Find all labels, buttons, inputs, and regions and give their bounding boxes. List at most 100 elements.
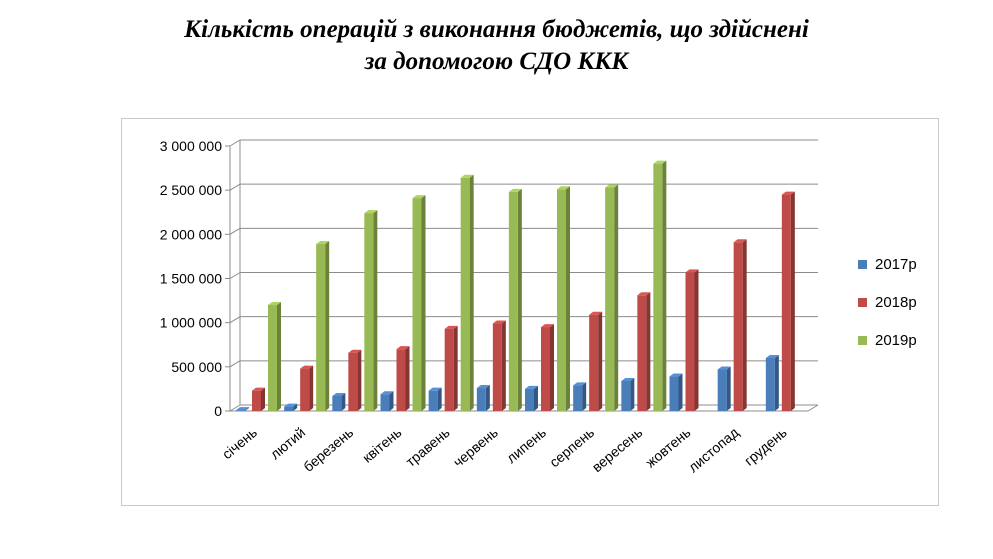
bar-side <box>389 391 394 411</box>
x-tick-label: червень <box>450 424 501 470</box>
bar-top <box>733 239 747 243</box>
bar <box>573 385 583 411</box>
bar <box>669 376 679 411</box>
y-tick-label: 2 500 000 <box>160 182 222 198</box>
chart-title-line2: за допомогою СДО ККК <box>364 48 629 75</box>
bar <box>525 388 534 411</box>
bar-top <box>781 191 795 195</box>
gridline-depth <box>229 272 241 279</box>
legend-label-2017: 2017р <box>875 255 917 273</box>
x-tick-label: березень <box>300 424 356 475</box>
y-tick-label: 500 000 <box>171 359 222 375</box>
bar-side <box>421 195 426 411</box>
bar-top <box>637 292 651 296</box>
bar <box>781 194 791 411</box>
gridline-depth <box>229 183 241 191</box>
bar-top <box>460 174 474 178</box>
bar-side <box>501 320 506 411</box>
x-tick-label: лютий <box>267 424 308 462</box>
bar-top <box>492 320 506 324</box>
bar-side <box>566 186 570 411</box>
bar-side <box>662 160 667 411</box>
bar-top <box>717 366 731 370</box>
bar <box>653 163 663 411</box>
bar-side <box>293 403 298 411</box>
bar <box>621 380 631 411</box>
bar-top <box>444 325 458 329</box>
bar <box>733 242 743 411</box>
bar-side <box>598 311 603 411</box>
bar-top <box>573 382 587 386</box>
bar-top <box>284 403 298 407</box>
bar-side <box>742 239 747 411</box>
chart-title-line1: Кількість операцій з виконання бюджетів,… <box>184 16 809 43</box>
bar-top <box>621 377 635 381</box>
bar-top <box>300 365 314 369</box>
bar-side <box>582 382 587 411</box>
bar-side <box>357 349 362 411</box>
y-tick-label: 1 500 000 <box>160 271 222 287</box>
legend-swatch-2019 <box>858 335 867 345</box>
x-tick-label: липень <box>503 424 549 466</box>
legend-swatch-2017 <box>858 259 867 269</box>
bar-top <box>236 407 249 411</box>
bar-top <box>605 184 619 188</box>
chart-title: Кількість операцій з виконання бюджетів,… <box>0 14 993 78</box>
bar-side <box>646 292 651 411</box>
x-tick-label: листопад <box>685 424 742 475</box>
bar <box>364 213 374 411</box>
bar <box>460 177 470 411</box>
bar <box>685 272 695 411</box>
bar-top <box>669 373 683 377</box>
bar-side <box>534 385 538 411</box>
x-tick-label: вересень <box>589 424 646 475</box>
y-tick-label: 0 <box>214 403 222 419</box>
bar-side <box>726 366 731 411</box>
bar-side <box>405 346 410 411</box>
bar-side <box>630 377 635 411</box>
bar <box>444 328 454 411</box>
gridline-depth <box>229 316 241 324</box>
bar-side <box>614 184 619 411</box>
bar <box>348 352 358 411</box>
bar-top <box>252 387 265 391</box>
legend-label-2019: 2019р <box>875 331 917 349</box>
bar <box>605 187 615 411</box>
bar-top <box>412 195 426 199</box>
bar <box>268 305 277 411</box>
bar-side <box>694 269 699 411</box>
bar-top <box>541 324 554 328</box>
bar <box>428 390 438 411</box>
bar-side <box>309 365 314 411</box>
bar-top <box>332 392 346 396</box>
bar-side <box>277 302 281 411</box>
bar-side <box>261 387 265 411</box>
gridline-depth <box>229 227 241 235</box>
bar-top <box>525 385 538 389</box>
bar <box>332 395 342 411</box>
bar-side <box>437 387 442 411</box>
bar-top <box>428 387 442 391</box>
gridline-depth <box>229 360 241 368</box>
x-tick-label: грудень <box>741 424 790 469</box>
bar-top <box>364 210 378 214</box>
legend-item-2017: 2017р <box>858 254 917 274</box>
bar-side <box>341 392 346 411</box>
bar <box>717 369 727 411</box>
bar <box>557 189 566 411</box>
bar-top <box>316 241 330 245</box>
bar-side <box>678 373 683 411</box>
bar-side <box>790 191 795 411</box>
bar-top <box>685 269 699 273</box>
bar-side <box>453 325 458 411</box>
bar <box>637 295 647 411</box>
bar-top <box>508 188 522 192</box>
x-tick-label: травень <box>402 424 452 470</box>
bar-top <box>348 349 362 353</box>
chart-legend: 2017р 2018р 2019р <box>858 254 917 368</box>
bar-side <box>469 174 474 411</box>
bar-top <box>476 385 490 389</box>
bar-side <box>325 241 330 411</box>
bar <box>589 314 599 411</box>
